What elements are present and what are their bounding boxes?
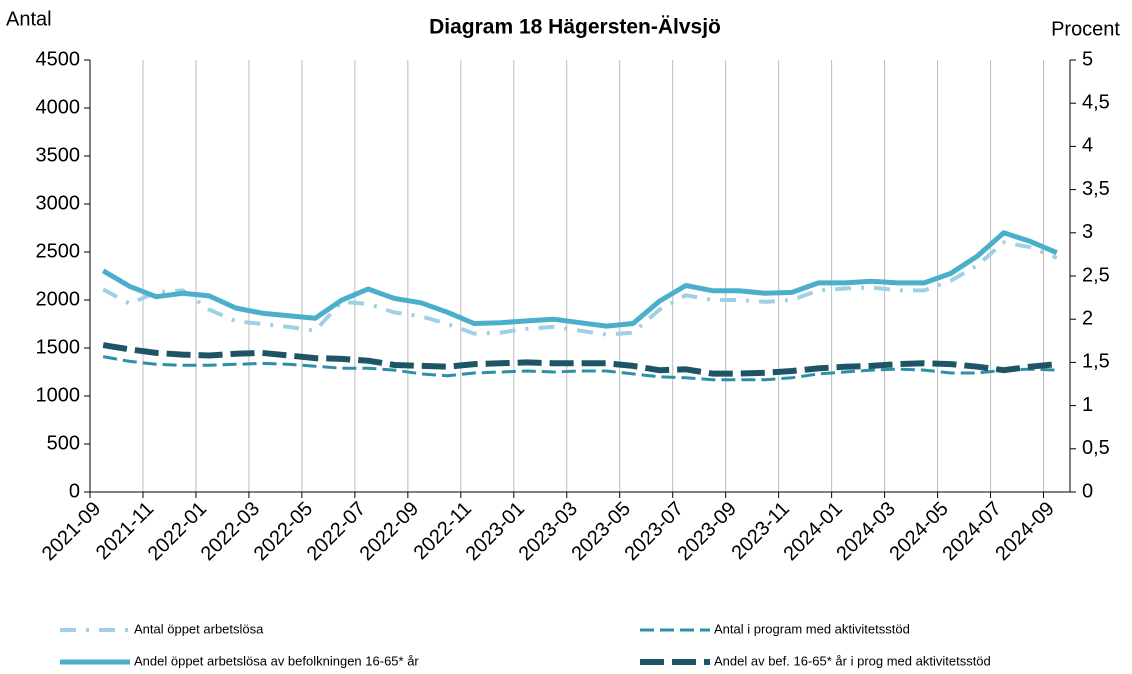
y2-tick-label: 2,5: [1082, 264, 1110, 286]
legend-label: Andel öppet arbetslösa av befolkningen 1…: [134, 653, 419, 668]
y-tick-label: 0: [69, 480, 80, 502]
y2-axis-title: Procent: [1051, 18, 1120, 40]
x-tick-label: 2021-09: [38, 498, 105, 565]
y2-tick-label: 2: [1082, 307, 1093, 329]
x-tick-label: 2024-09: [991, 498, 1058, 565]
y2-tick-label: 4,5: [1082, 91, 1110, 113]
y2-tick-label: 4: [1082, 135, 1093, 157]
y-tick-label: 2000: [36, 288, 81, 310]
legend-label: Antal i program med aktivitetsstöd: [714, 621, 910, 636]
y-tick-label: 4500: [36, 48, 81, 70]
y-tick-label: 4000: [36, 96, 81, 118]
y-tick-label: 500: [47, 432, 80, 454]
x-tick-label: 2023-09: [673, 498, 740, 565]
legend-label: Andel av bef. 16-65* år i prog med aktiv…: [714, 653, 991, 668]
series-line: [102, 240, 1058, 337]
y2-tick-label: 3: [1082, 221, 1093, 243]
y2-tick-label: 3,5: [1082, 178, 1110, 200]
series-line: [101, 230, 1058, 329]
y-tick-label: 3000: [36, 192, 81, 214]
y2-tick-label: 1: [1082, 394, 1093, 416]
y-tick-label: 2500: [36, 240, 81, 262]
y2-tick-label: 5: [1082, 48, 1093, 70]
chart-title: Diagram 18 Hägersten-Älvsjö: [429, 16, 721, 39]
y2-tick-label: 0: [1082, 480, 1093, 502]
y-tick-label: 1000: [36, 384, 81, 406]
series-line: [102, 355, 1057, 382]
x-tick-label: 2022-09: [356, 498, 423, 565]
y-tick-label: 3500: [36, 144, 81, 166]
y-tick-label: 1500: [36, 336, 81, 358]
y2-tick-label: 0,5: [1082, 437, 1110, 459]
legend-label: Antal öppet arbetslösa: [134, 621, 264, 636]
y2-tick-label: 1,5: [1082, 351, 1110, 373]
y-axis-title: Antal: [6, 8, 52, 30]
